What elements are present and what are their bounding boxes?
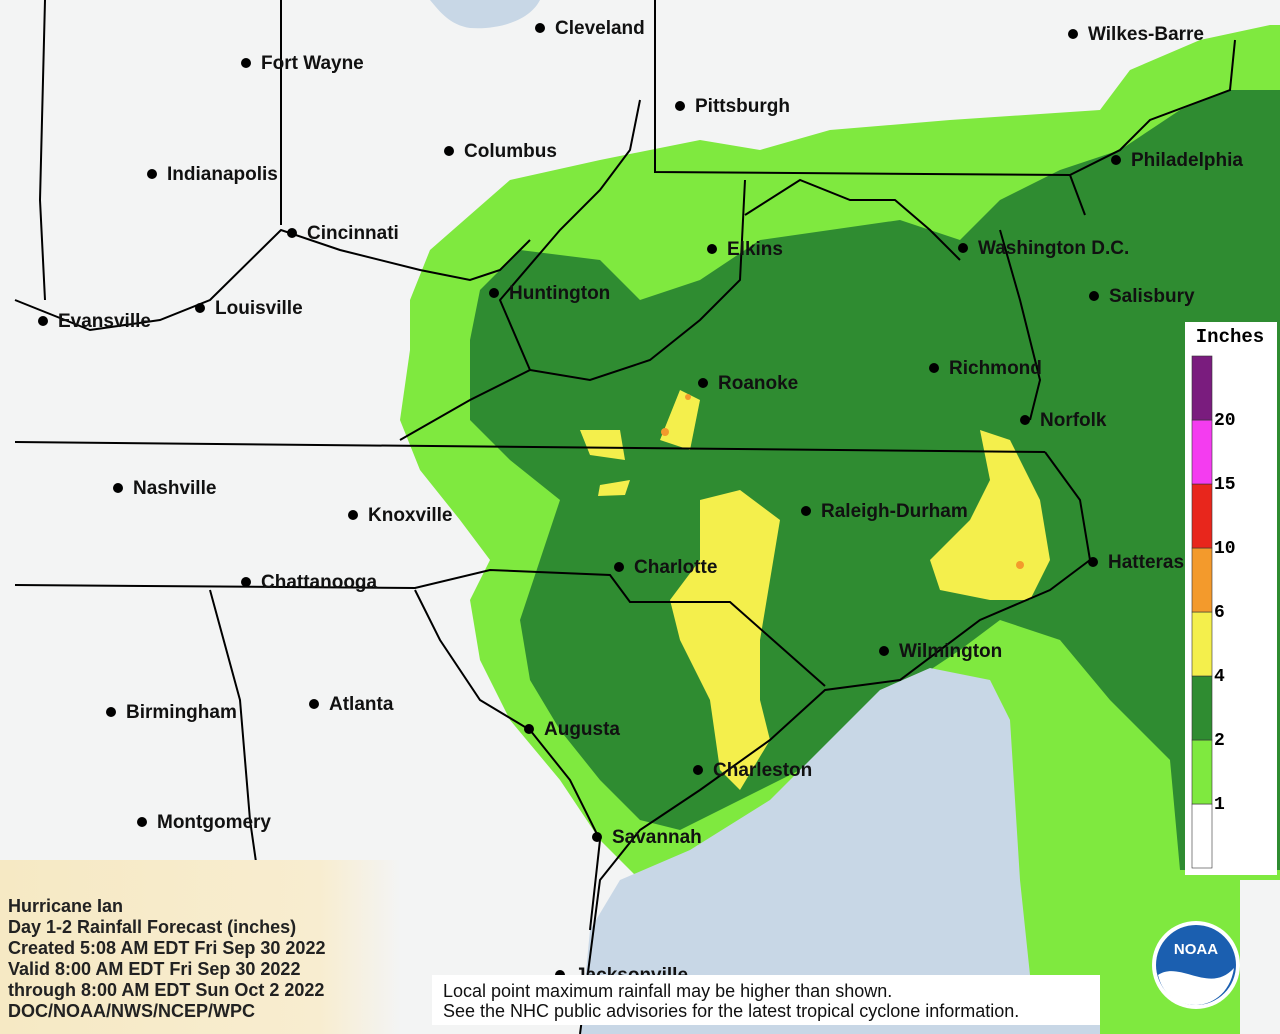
city-label: Louisville (215, 298, 303, 319)
info-line: Valid 8:00 AM EDT Fri Sep 30 2022 (8, 959, 300, 979)
city-dot (698, 378, 708, 388)
legend-tick: 1 (1214, 795, 1225, 815)
state-borders (14, 0, 1236, 1034)
info-line: Hurricane Ian (8, 896, 123, 916)
info-line: Day 1-2 Rainfall Forecast (inches) (8, 917, 296, 937)
city-dot (801, 506, 811, 516)
city-dot (958, 243, 968, 253)
city-label: Savannah (612, 827, 702, 848)
legend-swatch (1191, 547, 1213, 613)
legend-tick: 20 (1214, 411, 1236, 431)
city-label: Knoxville (368, 505, 452, 526)
city-label: Charleston (713, 760, 812, 781)
lake-erie (430, 0, 540, 29)
city-label: Augusta (544, 719, 620, 740)
city-label: Hatteras (1108, 552, 1184, 573)
legend-swatch (1191, 355, 1213, 421)
info-line: Created 5:08 AM EDT Fri Sep 30 2022 (8, 938, 325, 958)
disclaimer-line: See the NHC public advisories for the la… (443, 1001, 1019, 1021)
legend-swatch (1191, 419, 1213, 485)
city-label: Columbus (464, 141, 557, 162)
city-label: Fort Wayne (261, 53, 364, 74)
city-dot (675, 101, 685, 111)
city-label: Evansville (58, 311, 151, 332)
city-label: Richmond (949, 358, 1042, 379)
city-dot (106, 707, 116, 717)
city-dot (113, 483, 123, 493)
city-dot (524, 724, 534, 734)
city-dot (614, 562, 624, 572)
city-dot (38, 316, 48, 326)
city-dot (147, 169, 157, 179)
city-label: Atlanta (329, 694, 394, 715)
city-label: Washington D.C. (978, 238, 1129, 259)
city-label: Montgomery (157, 812, 271, 833)
info-line: DOC/NOAA/NWS/NCEP/WPC (8, 1001, 255, 1021)
rain-6-10 (661, 394, 1024, 569)
city-dot (879, 646, 889, 656)
city-dot (287, 228, 297, 238)
city-label: Nashville (133, 478, 216, 499)
city-dot (693, 765, 703, 775)
rain-4-6 (580, 390, 1050, 790)
city-label: Wilkes-Barre (1088, 24, 1204, 45)
city-label: Wilmington (899, 641, 1002, 662)
city-dot (489, 288, 499, 298)
city-dot (241, 577, 251, 587)
city-dot (137, 817, 147, 827)
info-background (0, 860, 400, 1034)
logo-text: NOAA (1174, 941, 1218, 958)
city-label: Salisbury (1109, 286, 1195, 307)
city-label: Chattanooga (261, 572, 378, 593)
city-label: Huntington (509, 283, 610, 304)
city-label: Cleveland (555, 18, 645, 39)
legend-tick: 15 (1214, 475, 1236, 495)
legend-tick: 10 (1214, 539, 1236, 559)
legend-swatch (1191, 675, 1213, 741)
city-dot (1068, 29, 1078, 39)
city-dot (535, 23, 545, 33)
info-line: through 8:00 AM EDT Sun Oct 2 2022 (8, 980, 324, 1000)
legend: 1 2 4 6 10 15 20 (1191, 355, 1236, 869)
city-label: Charlotte (634, 557, 717, 578)
disclaimer-box (432, 975, 1100, 1025)
city-label: Pittsburgh (695, 96, 790, 117)
city-label: Roanoke (718, 373, 798, 394)
noaa-logo: NOAA (1152, 921, 1240, 1009)
disclaimer: Local point maximum rainfall may be high… (443, 981, 1019, 1021)
city-dot (348, 510, 358, 520)
city-dot (444, 146, 454, 156)
city-dot (707, 244, 717, 254)
legend-swatch (1191, 483, 1213, 549)
legend-swatch (1191, 803, 1213, 869)
city-dot (592, 832, 602, 842)
city-dot (1020, 415, 1030, 425)
legend-tick: 4 (1214, 667, 1225, 687)
city-dot (195, 303, 205, 313)
rain-2-4 (470, 90, 1280, 870)
city-label: Philadelphia (1131, 150, 1243, 171)
city-label: Norfolk (1040, 410, 1107, 431)
legend-tick: 2 (1214, 731, 1225, 751)
city-dot (309, 699, 319, 709)
city-dot (1088, 557, 1098, 567)
city-dot (1111, 155, 1121, 165)
city-label: Indianapolis (167, 164, 278, 185)
disclaimer-line: Local point maximum rainfall may be high… (443, 981, 892, 1001)
city-label: Birmingham (126, 702, 237, 723)
city-label: Raleigh-Durham (821, 501, 968, 522)
city-dot (241, 58, 251, 68)
ocean (580, 668, 1100, 1034)
legend-tick: 6 (1214, 603, 1225, 623)
city-dot (929, 363, 939, 373)
legend-swatch (1191, 739, 1213, 805)
city-label: Elkins (727, 239, 783, 260)
legend-swatch (1191, 611, 1213, 677)
legend-title: Inches (1196, 326, 1264, 348)
city-dot (1089, 291, 1099, 301)
city-label: Cincinnati (307, 223, 399, 244)
